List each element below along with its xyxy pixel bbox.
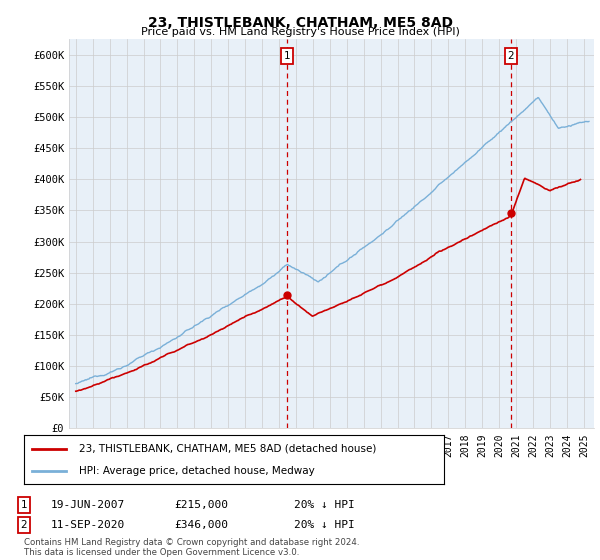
Text: 11-SEP-2020: 11-SEP-2020 [51,520,125,530]
Text: 23, THISTLEBANK, CHATHAM, ME5 8AD: 23, THISTLEBANK, CHATHAM, ME5 8AD [148,16,452,30]
Text: Contains HM Land Registry data © Crown copyright and database right 2024.
This d: Contains HM Land Registry data © Crown c… [24,538,359,557]
Point [506,208,516,217]
Text: 1: 1 [284,51,290,61]
Text: 20% ↓ HPI: 20% ↓ HPI [294,520,355,530]
Text: £215,000: £215,000 [174,500,228,510]
Point [282,290,292,299]
Text: 20% ↓ HPI: 20% ↓ HPI [294,500,355,510]
Text: Price paid vs. HM Land Registry's House Price Index (HPI): Price paid vs. HM Land Registry's House … [140,27,460,37]
Text: £346,000: £346,000 [174,520,228,530]
Text: 23, THISTLEBANK, CHATHAM, ME5 8AD (detached house): 23, THISTLEBANK, CHATHAM, ME5 8AD (detac… [79,444,376,454]
Text: 19-JUN-2007: 19-JUN-2007 [51,500,125,510]
Text: 2: 2 [20,520,28,530]
Text: 2: 2 [508,51,514,61]
Text: HPI: Average price, detached house, Medway: HPI: Average price, detached house, Medw… [79,465,314,475]
Text: 1: 1 [20,500,28,510]
